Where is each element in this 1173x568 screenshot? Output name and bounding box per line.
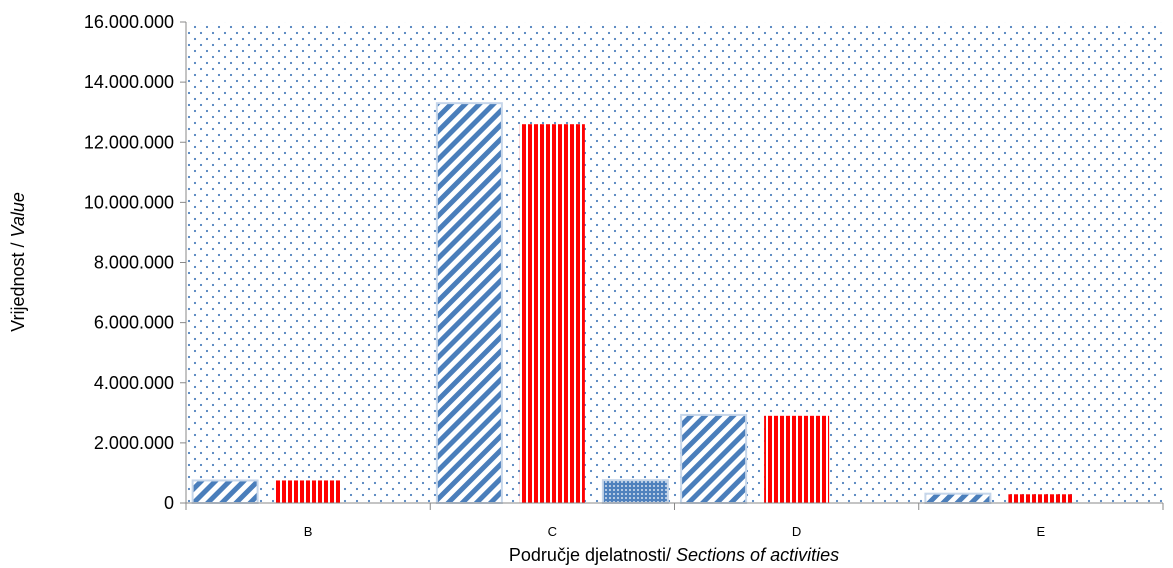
y-tick-label: 10.000.000 [84, 192, 174, 212]
y-axis-title: Vrijednost / Value [8, 192, 28, 332]
x-axis-title: Područje djelatnosti/ Sections of activi… [509, 545, 839, 565]
x-tick-label-d: D [792, 524, 801, 539]
bar-c-series-2 [519, 124, 585, 504]
bar-e-series-1 [924, 492, 992, 505]
y-tick-label: 0 [164, 493, 174, 513]
y-tick-label: 8.000.000 [94, 253, 174, 273]
bars-group [191, 102, 1074, 505]
bar-b-series-2 [275, 480, 341, 503]
y-tick-labels: 0 2.000.000 4.000.000 6.000.000 8.000.000 10.… [84, 12, 174, 513]
x-tick-labels: B C D E [304, 524, 1046, 539]
x-tick-label-c: C [548, 524, 557, 539]
y-tick-label: 2.000.000 [94, 433, 174, 453]
bar-d-series-2 [764, 415, 830, 503]
bar-d-series-1 [680, 413, 748, 504]
bar-c-series-1 [435, 102, 503, 504]
plot-area [186, 22, 1163, 503]
y-tick-label: 12.000.000 [84, 132, 174, 152]
axes-group [180, 21, 1164, 510]
x-tick-label-e: E [1037, 524, 1046, 539]
bar-b-series-1 [191, 479, 259, 504]
y-tick-label: 16.000.000 [84, 12, 174, 32]
bar-c-series-3 [601, 479, 669, 504]
bar-e-series-2 [1008, 494, 1074, 503]
y-tick-label: 6.000.000 [94, 313, 174, 333]
y-tick-label: 4.000.000 [94, 373, 174, 393]
x-tick-label-b: B [304, 524, 313, 539]
y-tick-label: 14.000.000 [84, 72, 174, 92]
